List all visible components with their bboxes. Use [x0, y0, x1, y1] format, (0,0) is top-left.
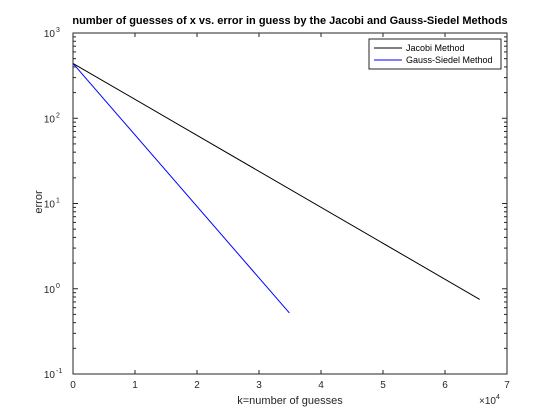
y-tick-label-base: 10 — [44, 285, 56, 296]
y-tick-label-exponent: 1 — [56, 198, 60, 205]
y-tick-label-base: 10 — [44, 114, 56, 125]
x-tick-label: 6 — [442, 380, 448, 391]
series-lines — [72, 62, 480, 314]
y-tick-label: 100 — [44, 283, 60, 296]
chart-title: number of guesses of x vs. error in gues… — [72, 15, 507, 27]
y-tick-label-base: 10 — [44, 370, 56, 381]
series-line-jacobi-method — [72, 62, 480, 300]
x-axis-multiplier-base: ×10 — [479, 396, 496, 407]
y-axis-label: error — [33, 190, 45, 214]
y-tick-label: 102 — [44, 112, 60, 125]
y-tick-label-exponent: 3 — [56, 27, 60, 34]
x-tick-label: 7 — [504, 380, 510, 391]
y-tick-label: 10-1 — [44, 368, 62, 381]
y-tick-label-base: 10 — [44, 200, 56, 211]
x-axis-ticks: 0 1 2 3 4 5 6 7 — [70, 33, 510, 391]
x-axis-multiplier: ×104 — [479, 394, 500, 407]
x-axis-multiplier-exponent: 4 — [496, 394, 500, 401]
y-tick-label-exponent: 2 — [56, 112, 60, 119]
y-tick-label-base: 10 — [44, 29, 56, 40]
legend-label: Jacobi Method — [406, 43, 465, 53]
y-tick-label: 103 — [44, 27, 60, 40]
legend-label: Gauss-Siedel Method — [406, 55, 493, 65]
x-tick-label: 1 — [132, 380, 138, 391]
y-tick-label-exponent: -1 — [56, 368, 62, 375]
y-tick-label-exponent: 0 — [56, 283, 60, 290]
series-line-gauss-siedel-method — [72, 63, 290, 314]
legend-box — [368, 38, 502, 70]
x-axis-label: k=number of guesses — [237, 395, 343, 407]
plot-area — [72, 32, 508, 375]
legend: Jacobi Method Gauss-Siedel Method — [368, 38, 502, 70]
x-tick-label: 2 — [194, 380, 200, 391]
x-tick-label: 0 — [70, 380, 76, 391]
x-tick-label: 4 — [318, 380, 324, 391]
x-tick-label: 3 — [256, 380, 262, 391]
x-tick-label: 5 — [380, 380, 386, 391]
y-tick-label: 101 — [44, 198, 60, 211]
